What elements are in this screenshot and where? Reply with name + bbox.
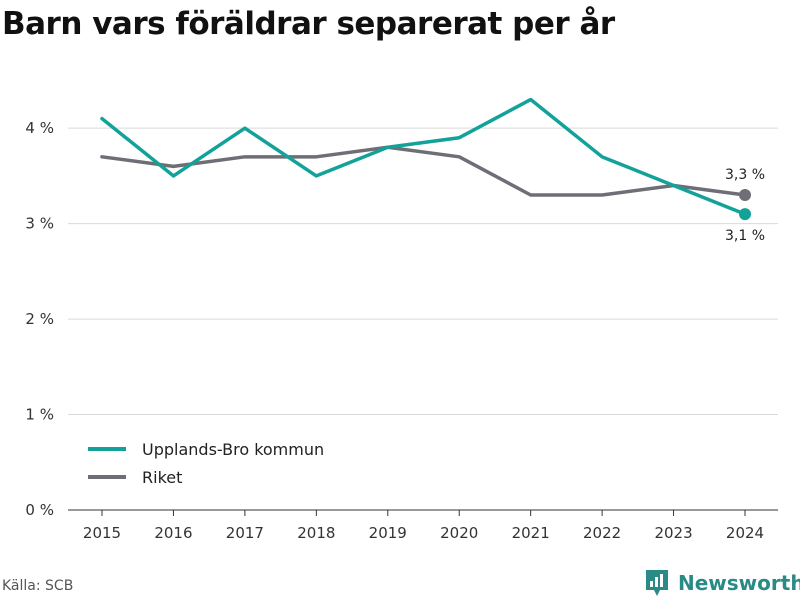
legend: Upplands-Bro kommun Riket — [88, 440, 324, 487]
x-tick-label: 2024 — [726, 524, 764, 542]
y-tick-label: 2 % — [25, 310, 54, 328]
brand-logo: Newsworthy — [644, 568, 800, 598]
data-labels: 3,1 % 3,3 % — [725, 167, 765, 244]
y-tick-label: 1 % — [25, 406, 54, 424]
end-value-label: 3,3 % — [725, 167, 765, 183]
end-value-label: 3,1 % — [725, 228, 765, 244]
series-lines — [100, 97, 751, 221]
brand-name: Newsworthy — [678, 571, 800, 595]
x-tick-label: 2018 — [297, 524, 335, 542]
x-tick-label: 2020 — [440, 524, 478, 542]
x-tick-label: 2015 — [83, 524, 121, 542]
newsworthy-logo-icon — [646, 570, 668, 596]
y-tick-label: 0 % — [25, 501, 54, 519]
x-tick-label: 2023 — [654, 524, 692, 542]
axes: 0 % 1 % 2 % 3 % 4 % 2015 2016 2017 2018 2019 2020 2… — [25, 119, 778, 542]
x-tick-label: 2019 — [369, 524, 407, 542]
legend-label: Riket — [142, 468, 182, 487]
source-note: Källa: SCB — [2, 578, 74, 594]
x-tick-label: 2022 — [583, 524, 621, 542]
y-tick-label: 3 % — [25, 215, 54, 233]
series-line-riket — [100, 145, 747, 197]
x-tick-label: 2017 — [226, 524, 264, 542]
gridlines — [68, 127, 778, 416]
y-tick-label: 4 % — [25, 119, 54, 137]
series-line-upplands-bro — [100, 97, 747, 216]
x-tick-label: 2016 — [154, 524, 192, 542]
x-tick-label: 2021 — [512, 524, 550, 542]
series-end-point — [739, 189, 751, 201]
series-end-point — [739, 208, 751, 221]
legend-label: Upplands-Bro kommun — [142, 440, 324, 459]
chart-title: Barn vars föräldrar separerat per år — [2, 6, 615, 42]
